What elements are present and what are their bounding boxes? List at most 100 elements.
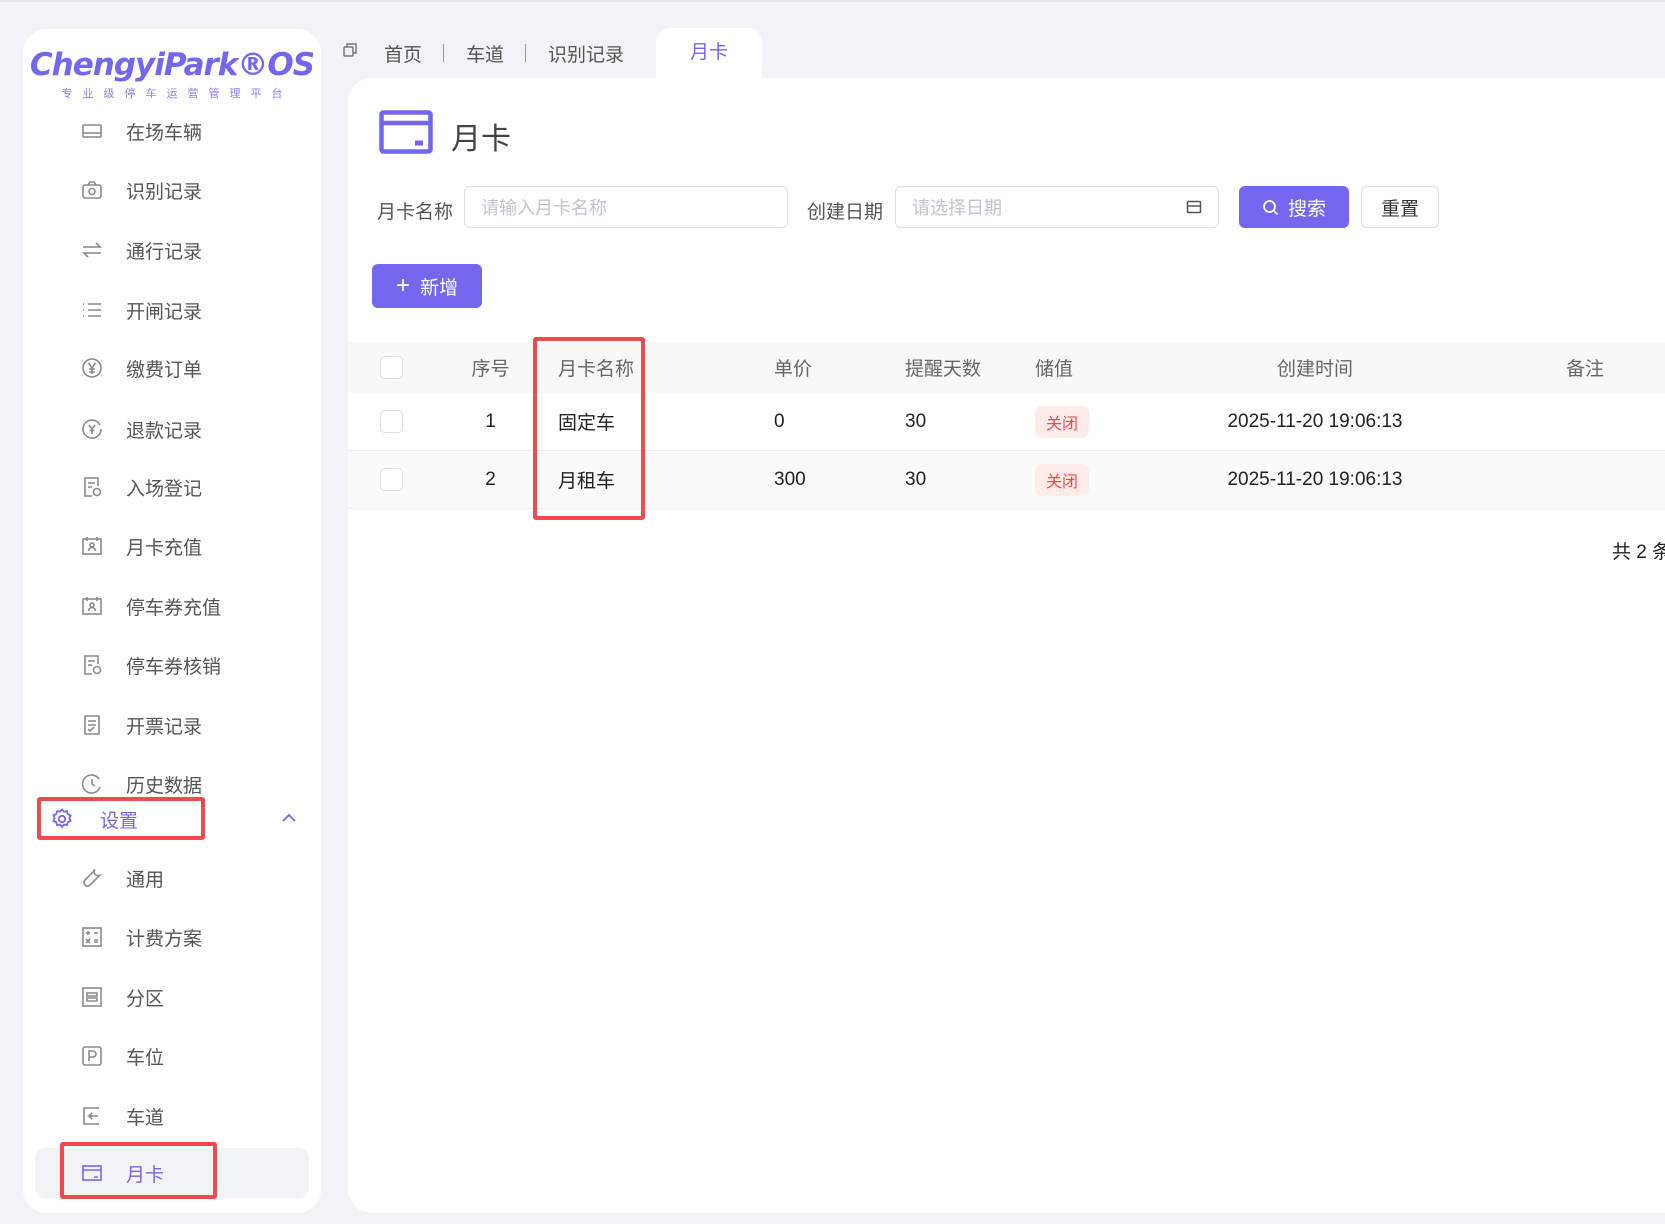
filter-date-label: 创建日期 (807, 202, 884, 223)
card-name-input[interactable]: 请输入月卡名称 (464, 186, 788, 228)
parking-icon (79, 1043, 105, 1069)
cell-name: 固定车 (558, 413, 616, 434)
calendar-user-icon (79, 593, 105, 619)
window-top-border (0, 0, 1665, 2)
tab-home[interactable]: 首页 (362, 40, 445, 67)
card-icon (379, 110, 433, 162)
date-picker-input[interactable]: 请选择日期 (895, 186, 1219, 228)
sidebar-subitem-3[interactable]: 车位 (23, 1031, 321, 1081)
tab-recognition-records[interactable]: 识别记录 (548, 44, 625, 66)
tab-monthly-card[interactable]: 月卡 (656, 28, 763, 78)
search-icon (1262, 199, 1279, 216)
col-created: 创建时间 (1276, 359, 1353, 380)
wrench-icon (79, 865, 105, 891)
sidebar-subitem-label: 通用 (126, 869, 165, 891)
brand-subtitle: 专业级停车运营管理平台 (61, 88, 293, 100)
brand-name: ChengyiPark®OS (29, 47, 315, 83)
sidebar-item-label: 开闸记录 (126, 301, 203, 323)
main-content: 月卡 月卡名称 请输入月卡名称 创建日期 请选择日期 搜索 重置 + 新增 序号… (348, 78, 1665, 1213)
sidebar-item-label: 通行记录 (126, 241, 203, 263)
gear-icon (49, 806, 75, 832)
sidebar-item-0[interactable]: 在场车辆 (23, 106, 321, 156)
stored-value-badge: 关闭 (1035, 463, 1090, 496)
cell-created: 2025-11-20 19:06:13 (1227, 468, 1403, 490)
swap-icon (79, 237, 105, 263)
reset-button[interactable]: 重置 (1361, 186, 1439, 228)
sidebar-subitem-1[interactable]: 计费方案 (23, 912, 321, 962)
sidebar-item-label: 历史数据 (126, 775, 203, 797)
sidebar-subitem-5[interactable]: 月卡 (35, 1148, 309, 1198)
cell-index: 1 (485, 410, 496, 432)
col-remark: 备注 (1566, 359, 1605, 380)
form-icon (79, 652, 105, 678)
stored-value-badge: 关闭 (1035, 405, 1090, 438)
add-label: 新增 (420, 277, 459, 299)
table-header: 序号 月卡名称 单价 提醒天数 储值 创建时间 备注 (348, 342, 1665, 393)
sidebar: ChengyiPark®OS 专业级停车运营管理平台 在场车辆识别记录通行记录开… (23, 29, 321, 1213)
plus-icon: + (395, 272, 410, 299)
car-icon (79, 118, 105, 144)
sidebar-item-6[interactable]: 入场登记 (23, 462, 321, 512)
yen-icon (79, 355, 105, 381)
sidebar-subitem-label: 车位 (126, 1047, 165, 1069)
invoice-icon (79, 712, 105, 738)
sidebar-item-label: 识别记录 (126, 181, 203, 203)
sidebar-item-10[interactable]: 开票记录 (23, 700, 321, 750)
cell-remind-days: 30 (905, 410, 927, 432)
col-name: 月卡名称 (558, 359, 635, 380)
calendar-icon (1186, 199, 1202, 220)
col-index: 序号 (471, 359, 510, 380)
lane-icon (79, 1103, 105, 1129)
tab-lane[interactable]: 车道 (444, 40, 527, 67)
select-all-checkbox[interactable] (380, 356, 403, 379)
sidebar-item-5[interactable]: 退款记录 (23, 404, 321, 454)
row-checkbox[interactable] (380, 410, 403, 433)
cell-index: 2 (485, 468, 496, 490)
add-button[interactable]: + 新增 (372, 264, 482, 308)
sidebar-item-4[interactable]: 缴费订单 (23, 343, 321, 393)
sidebar-group-settings[interactable]: 设置 (23, 794, 321, 844)
sidebar-subitem-label: 车道 (126, 1107, 165, 1129)
sidebar-item-label: 退款记录 (126, 420, 203, 442)
sidebar-item-7[interactable]: 月卡充值 (23, 521, 321, 571)
page-title: 月卡 (379, 110, 511, 162)
row-checkbox[interactable] (380, 468, 403, 491)
sidebar-subitem-label: 分区 (126, 988, 165, 1010)
form-icon (79, 474, 105, 500)
col-remind-days: 提醒天数 (905, 359, 982, 380)
sidebar-subitem-2[interactable]: 分区 (23, 972, 321, 1022)
sidebar-item-8[interactable]: 停车券充值 (23, 581, 321, 631)
cell-price: 300 (774, 468, 806, 490)
sidebar-item-11[interactable]: 历史数据 (23, 759, 321, 809)
sidebar-item-1[interactable]: 识别记录 (23, 165, 321, 215)
card-icon (79, 1160, 105, 1186)
table-row: 2 月租车 300 30 关闭 2025-11-20 19:06:13 (348, 451, 1665, 509)
table-row: 1 固定车 0 30 关闭 2025-11-20 19:06:13 (348, 393, 1665, 451)
sidebar-item-label: 停车券充值 (126, 597, 222, 619)
cell-created: 2025-11-20 19:06:13 (1227, 410, 1403, 432)
sidebar-item-3[interactable]: 开闸记录 (23, 285, 321, 335)
search-label: 搜索 (1287, 198, 1326, 220)
sidebar-item-label: 缴费订单 (126, 359, 203, 381)
sidebar-item-2[interactable]: 通行记录 (23, 225, 321, 275)
sidebar-subitem-0[interactable]: 通用 (23, 853, 321, 903)
chevron-up-icon[interactable] (281, 810, 297, 828)
sidebar-item-label: 开票记录 (126, 716, 203, 738)
search-button[interactable]: 搜索 (1239, 186, 1349, 228)
refund-icon (79, 416, 105, 442)
date-placeholder: 请选择日期 (912, 198, 1002, 218)
pagination-total: 共 2 条 (1612, 542, 1665, 563)
sidebar-item-label: 在场车辆 (126, 122, 203, 144)
sidebar-subitem-4[interactable]: 车道 (23, 1091, 321, 1141)
sidebar-item-9[interactable]: 停车券核销 (23, 640, 321, 690)
col-stored-value: 储值 (1035, 359, 1074, 380)
cell-name: 月租车 (558, 471, 616, 492)
sidebar-subitem-label: 月卡 (126, 1164, 165, 1186)
sidebar-item-label: 月卡充值 (126, 537, 203, 559)
col-price: 单价 (774, 359, 813, 380)
tabs-overview-icon[interactable] (342, 42, 358, 64)
monthly-card-table: 序号 月卡名称 单价 提醒天数 储值 创建时间 备注 1 固定车 0 30 关闭… (348, 342, 1665, 509)
page-title-text: 月卡 (451, 123, 511, 156)
tab-bar: 首页 车道 识别记录 月卡 (343, 28, 763, 78)
sidebar-subitem-label: 计费方案 (126, 928, 203, 950)
